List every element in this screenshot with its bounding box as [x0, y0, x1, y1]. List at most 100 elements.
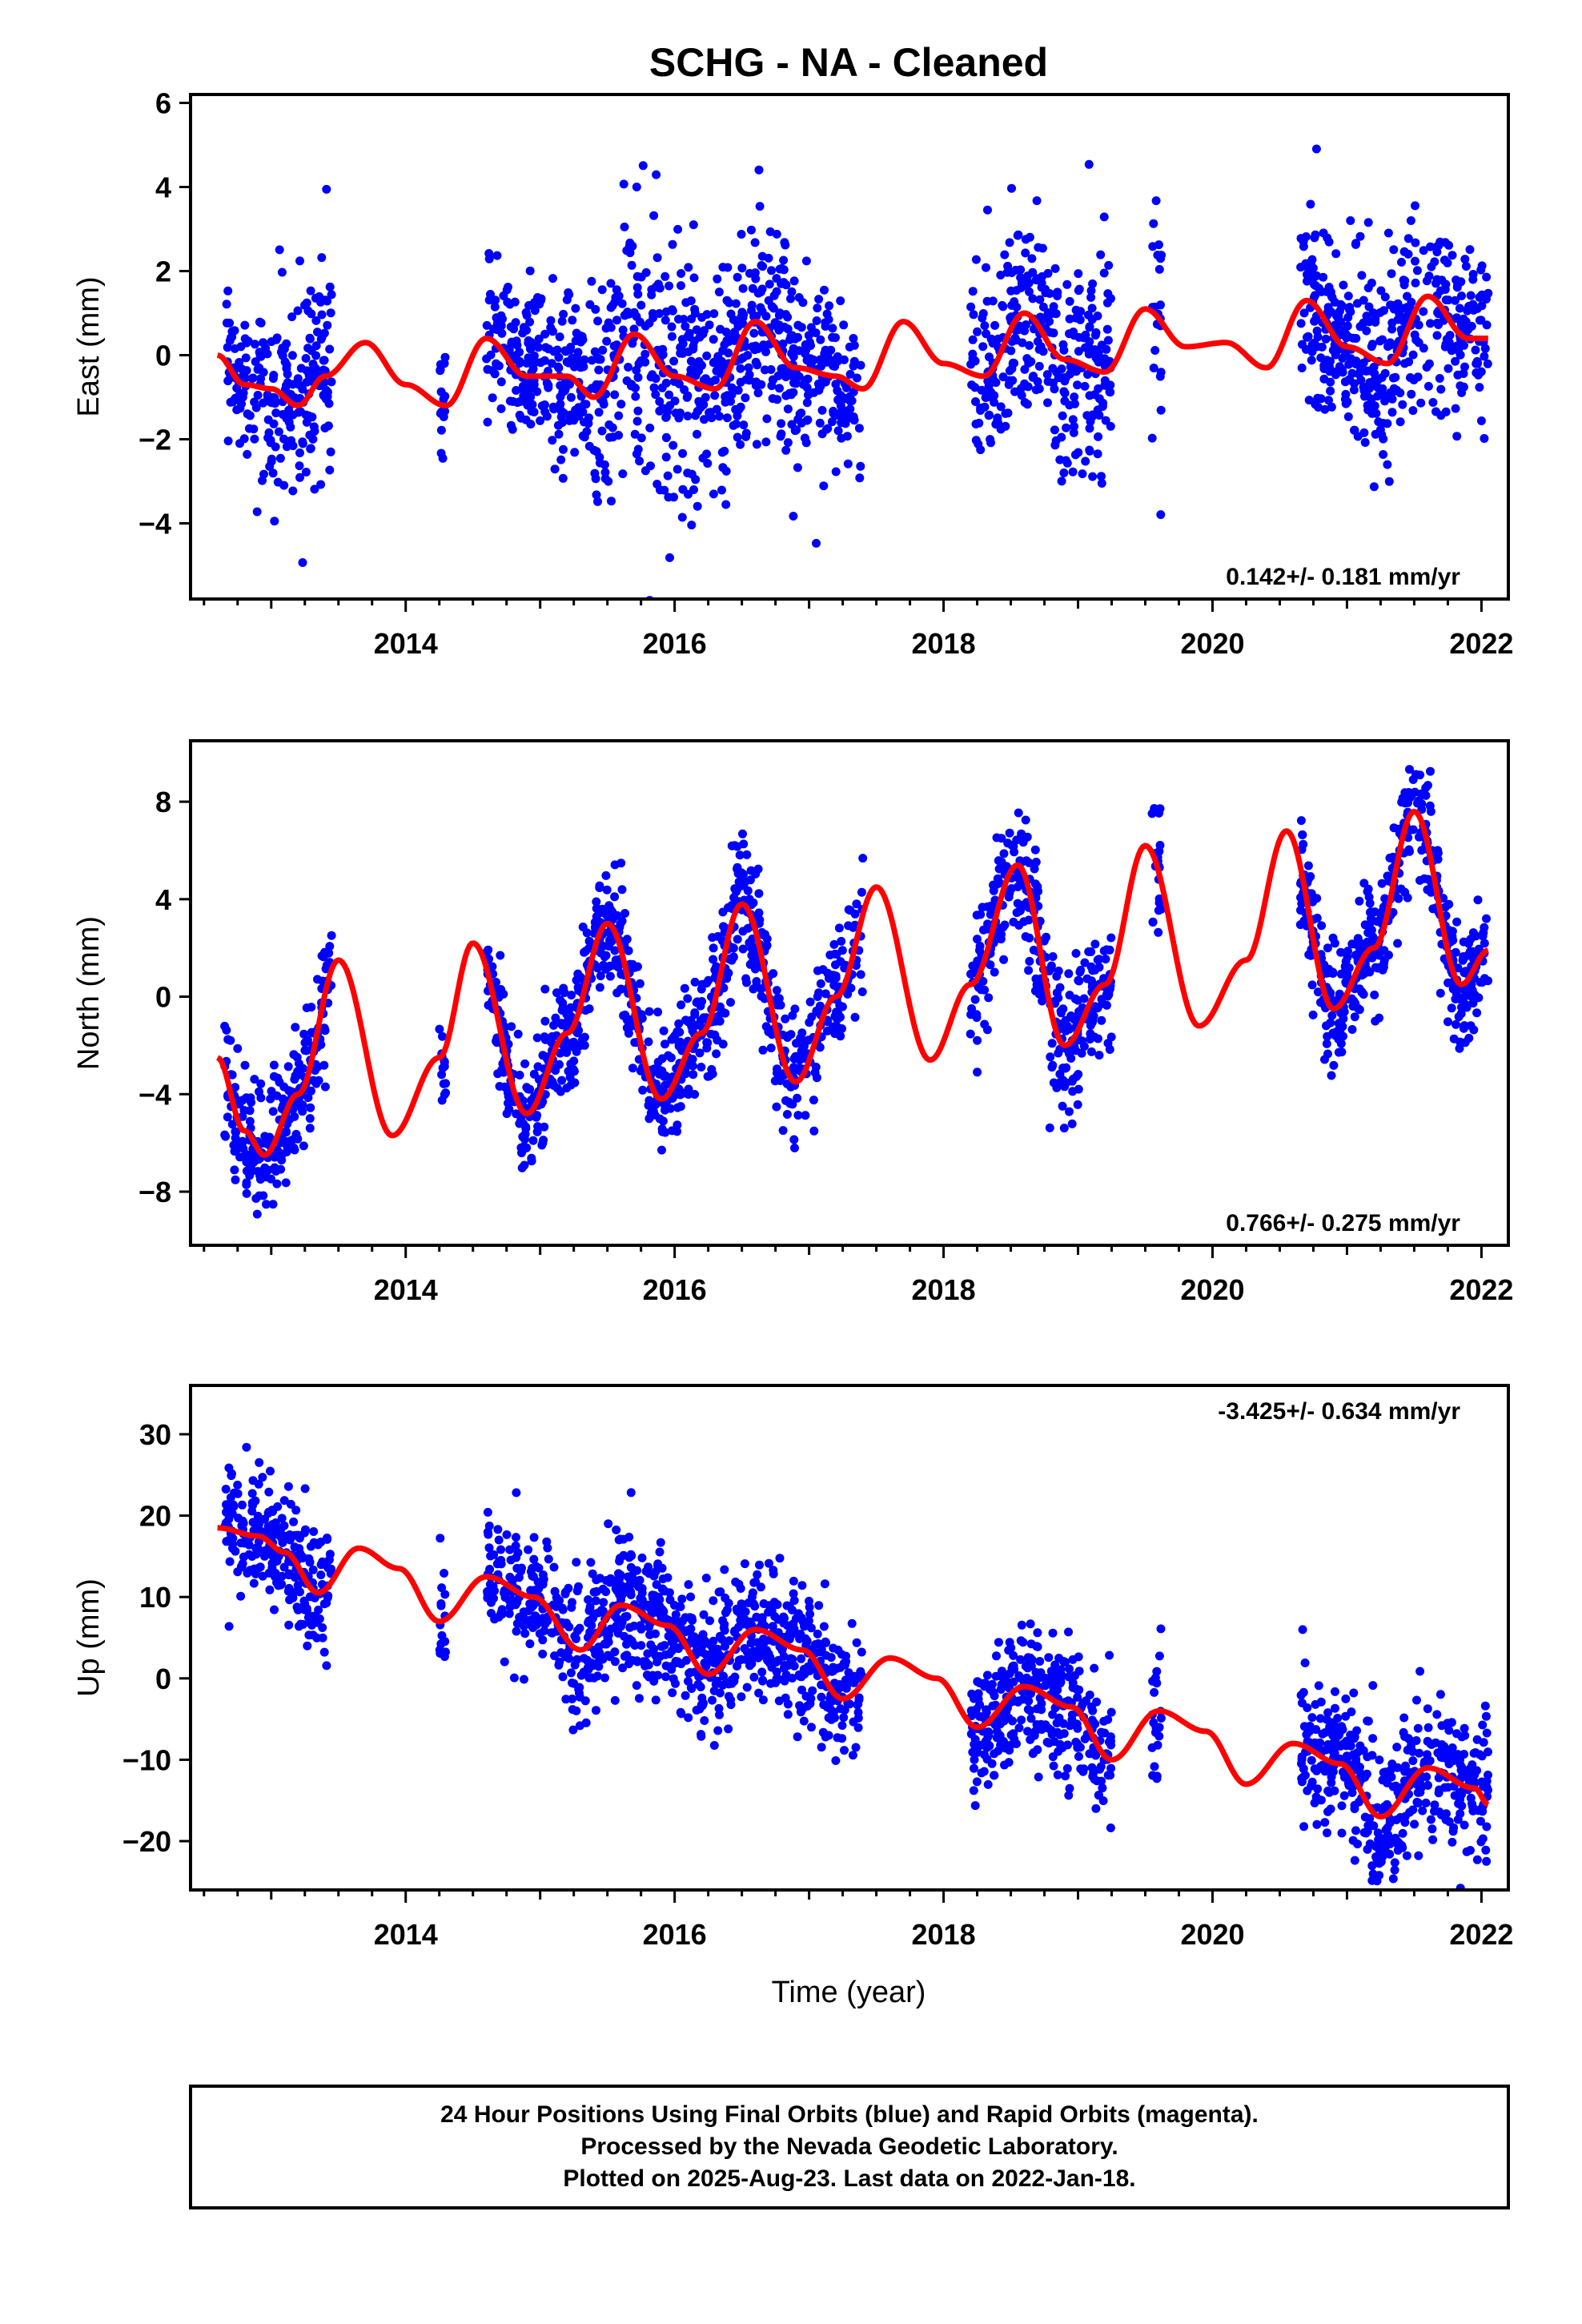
up-point: [249, 1526, 259, 1535]
north-point: [1327, 1071, 1336, 1080]
east-point: [1349, 385, 1359, 395]
east-point: [1069, 428, 1078, 437]
east-point: [1416, 398, 1426, 408]
north-point: [1408, 775, 1418, 784]
east-point: [1319, 374, 1329, 384]
north-point: [724, 903, 733, 912]
east-point: [1419, 246, 1428, 255]
east-point: [546, 323, 556, 332]
north-point: [793, 1093, 802, 1103]
east-point: [303, 306, 313, 316]
north-point: [1064, 969, 1074, 979]
north-point: [719, 922, 728, 931]
up-point: [733, 1606, 743, 1615]
north-point: [551, 1066, 560, 1076]
north-point: [796, 1033, 805, 1043]
up-point: [540, 1626, 549, 1635]
east-point: [1102, 324, 1112, 334]
north-point: [551, 1013, 560, 1023]
east-point: [1412, 266, 1422, 275]
east-point: [309, 422, 319, 432]
east-point: [326, 308, 335, 318]
north-point: [696, 1001, 705, 1011]
east-point: [983, 376, 993, 386]
east-point: [610, 390, 620, 400]
north-point: [520, 1059, 530, 1068]
east-point: [316, 480, 326, 489]
north-point: [659, 1026, 669, 1035]
east-point: [619, 179, 628, 189]
north-point: [532, 1127, 542, 1136]
east-point: [1086, 292, 1096, 302]
east-point: [1074, 269, 1083, 279]
east-point: [765, 279, 774, 289]
north-point: [1005, 828, 1014, 838]
north-point: [1400, 887, 1410, 897]
north-point: [758, 1045, 768, 1055]
east-point: [1038, 243, 1047, 253]
east-point: [801, 340, 810, 349]
east-point: [976, 445, 986, 455]
north-point: [569, 1056, 579, 1066]
east-point: [492, 251, 502, 260]
east-point: [1086, 286, 1096, 296]
north-x-tick-label: 2020: [1180, 1273, 1244, 1306]
north-point: [1370, 990, 1379, 999]
north-point: [1431, 852, 1441, 862]
east-point: [310, 485, 319, 494]
up-point: [655, 1547, 665, 1557]
east-point: [1411, 278, 1420, 287]
north-point: [782, 1110, 792, 1119]
east-point: [253, 391, 263, 400]
east-point: [1465, 245, 1475, 255]
north-point: [805, 1018, 814, 1027]
up-point: [854, 1693, 864, 1703]
east-point: [1363, 283, 1373, 292]
north-point: [308, 1076, 318, 1085]
up-point: [561, 1695, 571, 1704]
east-point: [1399, 275, 1408, 285]
north-points: [220, 765, 1492, 1219]
east-point: [317, 253, 327, 263]
north-point: [1417, 846, 1427, 855]
up-point: [736, 1584, 745, 1593]
east-point: [1087, 304, 1097, 313]
east-point: [668, 239, 677, 249]
east-fit-line: [216, 293, 1489, 408]
east-point: [614, 411, 624, 420]
up-point: [242, 1538, 251, 1547]
east-point: [327, 290, 336, 300]
east-point: [1383, 460, 1392, 469]
east-point: [1071, 305, 1081, 315]
up-point: [697, 1731, 706, 1741]
east-point: [557, 316, 567, 326]
north-point: [1047, 1063, 1057, 1072]
east-point: [311, 293, 320, 303]
north-point: [1347, 1025, 1357, 1034]
east-point: [1028, 267, 1038, 277]
up-point: [587, 1621, 596, 1630]
east-point: [1387, 324, 1397, 334]
up-point: [731, 1577, 741, 1586]
north-point: [250, 1075, 259, 1084]
up-point: [311, 1612, 321, 1622]
up-point: [221, 1485, 231, 1494]
east-point: [271, 408, 281, 418]
east-point: [1045, 289, 1054, 298]
east-point: [1311, 400, 1320, 409]
north-point: [1384, 951, 1393, 960]
north-point: [790, 1144, 799, 1152]
up-point: [591, 1596, 600, 1606]
east-point: [828, 324, 837, 333]
east-point: [689, 336, 699, 346]
up-point: [239, 1518, 248, 1528]
north-y-tick-label: −8: [139, 1176, 171, 1208]
east-point: [440, 352, 450, 362]
east-point: [751, 274, 761, 283]
up-point: [652, 1580, 661, 1590]
east-point: [505, 300, 515, 309]
east-point: [512, 386, 521, 395]
up-point: [483, 1507, 492, 1517]
east-point: [1037, 283, 1046, 292]
